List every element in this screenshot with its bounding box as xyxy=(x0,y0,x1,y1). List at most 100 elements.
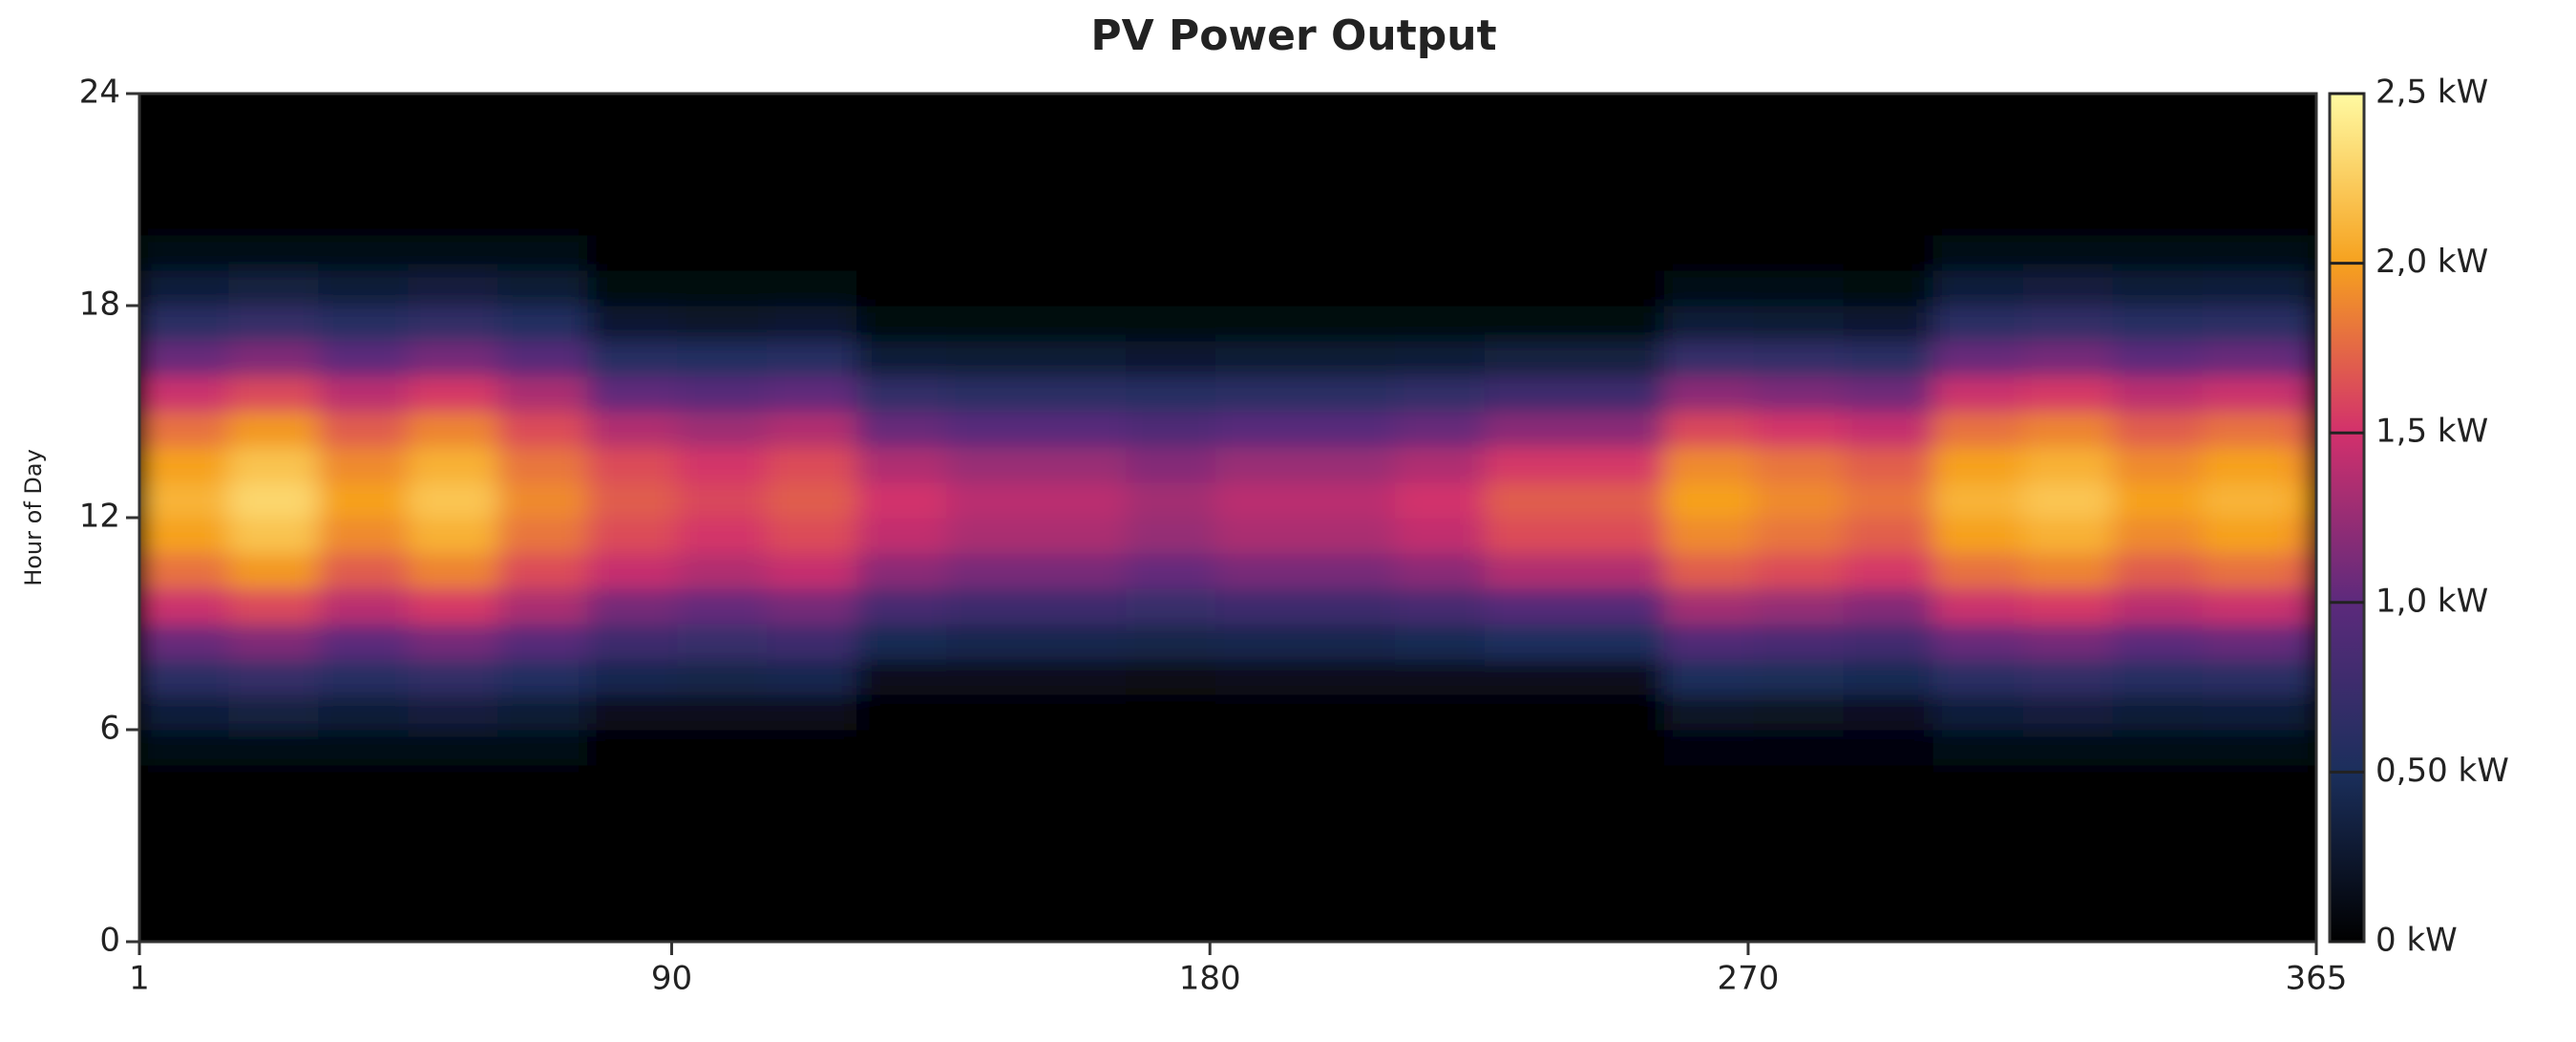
heat-cell xyxy=(1036,234,1128,271)
heat-cell xyxy=(1126,552,1216,589)
heat-cell xyxy=(2112,517,2204,554)
heat-cell xyxy=(1932,234,2024,271)
heat-cell xyxy=(587,269,679,307)
heat-cell xyxy=(318,905,410,942)
heat-cell xyxy=(587,517,679,554)
heat-cell xyxy=(228,587,320,625)
heat-cell xyxy=(1663,411,1755,448)
heat-cell xyxy=(587,693,679,731)
heat-cell xyxy=(408,199,499,236)
heat-cell xyxy=(767,905,858,942)
heat-cell xyxy=(139,693,230,731)
heat-cell xyxy=(587,799,679,837)
heat-cell xyxy=(1843,446,1934,483)
heat-cell xyxy=(228,764,320,801)
heat-cell xyxy=(1753,446,1845,483)
heat-cell xyxy=(1036,587,1128,625)
heat-cell xyxy=(1214,799,1306,837)
heat-cell xyxy=(228,411,320,448)
heat-cell xyxy=(1214,199,1306,236)
heat-cell xyxy=(1843,411,1934,448)
heat-cell xyxy=(2291,234,2316,271)
heat-cell xyxy=(2022,446,2114,483)
x-tick-label: 180 xyxy=(1179,960,1241,998)
heat-cell xyxy=(1036,199,1128,236)
heat-cell xyxy=(1036,552,1128,589)
heat-cell xyxy=(228,729,320,766)
heat-cell xyxy=(2112,905,2204,942)
heat-cell xyxy=(139,799,230,837)
heat-cell xyxy=(408,835,499,872)
heat-cell xyxy=(1932,375,2024,413)
heat-cell xyxy=(2291,411,2316,448)
heat-cell xyxy=(1484,729,1575,766)
heat-cell xyxy=(767,552,858,589)
heat-cell xyxy=(1484,481,1575,519)
heat-cell xyxy=(2291,623,2316,660)
heat-cell xyxy=(856,199,948,236)
colorbar-tick-label: 2,0 kW xyxy=(2375,243,2488,281)
heat-cell xyxy=(856,163,948,201)
heat-cell xyxy=(946,729,1038,766)
heat-cell xyxy=(587,587,679,625)
x-tick-label: 90 xyxy=(651,960,692,998)
heat-cell xyxy=(1304,835,1396,872)
heat-cell xyxy=(1126,693,1216,731)
heat-cell xyxy=(1843,340,1934,377)
heat-cell xyxy=(497,587,589,625)
heat-cell xyxy=(497,835,589,872)
heat-cell xyxy=(1036,128,1128,165)
heat-cell xyxy=(856,835,948,872)
heat-cell xyxy=(2112,623,2204,660)
heat-cell xyxy=(1126,481,1216,519)
heat-cell xyxy=(318,517,410,554)
heat-cell xyxy=(1932,587,2024,625)
heat-cell xyxy=(1394,163,1486,201)
heat-cell xyxy=(139,905,230,942)
heat-cell xyxy=(1932,481,2024,519)
heat-cell xyxy=(1573,163,1665,201)
heat-cell xyxy=(1126,305,1216,342)
heat-cell xyxy=(2291,764,2316,801)
heat-cell xyxy=(1214,693,1306,731)
heat-cell xyxy=(1753,481,1845,519)
heat-cell xyxy=(2202,234,2293,271)
heat-cell xyxy=(1663,799,1755,837)
heat-cell xyxy=(677,658,769,695)
heat-cell xyxy=(497,340,589,377)
heat-cell xyxy=(1484,764,1575,801)
heat-cell xyxy=(1126,269,1216,307)
heat-cell xyxy=(677,446,769,483)
heat-cell xyxy=(1663,94,1755,130)
heat-cell xyxy=(767,835,858,872)
heat-cell xyxy=(228,552,320,589)
heat-cell xyxy=(497,552,589,589)
heat-cell xyxy=(1036,835,1128,872)
heat-cell xyxy=(497,870,589,907)
heat-cell xyxy=(2022,128,2114,165)
heat-cell xyxy=(587,870,679,907)
heat-cell xyxy=(2112,234,2204,271)
heat-cell xyxy=(587,658,679,695)
heat-cell xyxy=(1573,870,1665,907)
heat-cell xyxy=(139,764,230,801)
heat-cell xyxy=(2202,517,2293,554)
heat-cell xyxy=(767,517,858,554)
heat-cell xyxy=(139,163,230,201)
heat-cell xyxy=(1573,375,1665,413)
heat-cell xyxy=(2202,693,2293,731)
heat-cell xyxy=(228,199,320,236)
heat-cell xyxy=(2022,481,2114,519)
heat-cell xyxy=(767,340,858,377)
heat-cell xyxy=(2202,411,2293,448)
heat-cell xyxy=(1214,94,1306,130)
heat-cell xyxy=(318,305,410,342)
heat-cell xyxy=(2022,269,2114,307)
heat-cell xyxy=(2022,729,2114,766)
heat-cell xyxy=(2112,870,2204,907)
heat-cell xyxy=(139,587,230,625)
heat-cell xyxy=(1484,411,1575,448)
heat-cell xyxy=(946,905,1038,942)
heat-cell xyxy=(1753,623,1845,660)
heat-cell xyxy=(1036,340,1128,377)
